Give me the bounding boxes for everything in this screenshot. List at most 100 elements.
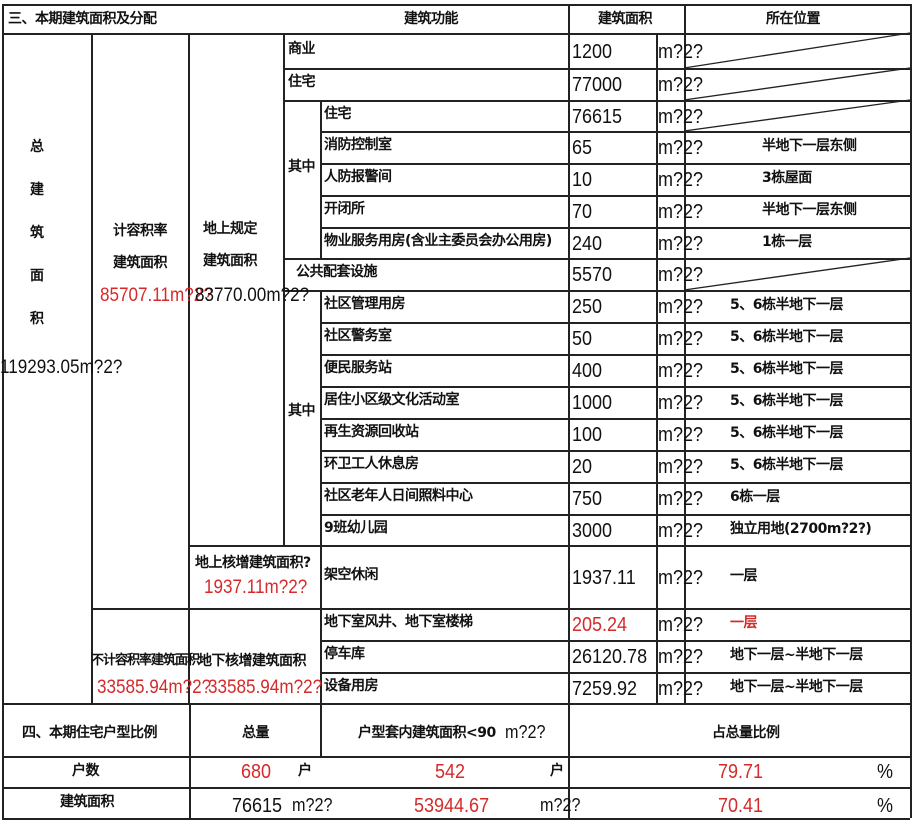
area-value: 5570: [572, 264, 613, 286]
grid-line: [320, 640, 910, 642]
grid-line: [2, 4, 910, 6]
total-label-char: 积: [30, 311, 44, 327]
col-ratio-header: 占总量比例: [712, 725, 780, 741]
area-value: 76615: [572, 105, 623, 128]
small-unit: 户: [550, 763, 564, 779]
area-unit: m?2?: [658, 232, 704, 255]
non-far-value: 33585.94m?2?: [97, 677, 212, 698]
grid-line: [188, 33, 190, 703]
grid-line: [2, 33, 910, 35]
function-label: 社区老年人日间照料中心: [324, 488, 473, 504]
area-unit: m?2?: [658, 677, 704, 700]
function-label: 架空休闲: [324, 566, 379, 583]
total-label-char: 建: [30, 182, 44, 198]
area-unit: m?2?: [658, 74, 704, 96]
col-small-unit: m?2?: [505, 722, 546, 742]
section3-title: 三、本期建筑面积及分配: [8, 11, 157, 27]
function-label: 居住小区级文化活动室: [324, 392, 460, 408]
function-label: 再生资源回收站: [324, 424, 419, 440]
area-unit: m?2?: [658, 614, 704, 636]
grid-line: [320, 450, 910, 452]
total-unit: m?2?: [292, 795, 333, 815]
function-label: 停车库: [324, 646, 365, 662]
area-unit: m?2?: [658, 137, 704, 159]
area-unit: m?2?: [658, 169, 704, 191]
ratio-unit: %: [877, 761, 894, 783]
area-value: 77000: [572, 74, 623, 96]
area-value: 400: [572, 360, 603, 382]
area-unit: m?2?: [658, 264, 704, 286]
area-value: 250: [572, 296, 603, 318]
below-increase-label: 地下核增建筑面积: [198, 653, 307, 669]
area-value: 1937.11: [572, 566, 636, 589]
area-unit: m?2?: [658, 566, 704, 589]
grid-line: [283, 68, 910, 70]
area-value: 7259.92: [572, 677, 638, 700]
grid-line: [91, 33, 93, 703]
area-value: 3000: [572, 519, 613, 542]
location-label: 一层: [730, 615, 758, 631]
small-unit: m?2?: [540, 795, 581, 815]
grid-line: [320, 418, 910, 420]
grid-line: [320, 672, 910, 674]
grid-line: [320, 482, 910, 484]
grid-line: [320, 163, 910, 165]
area-unit: m?2?: [658, 424, 704, 446]
diagonal-strike: [683, 99, 911, 132]
area-unit: m?2?: [658, 646, 704, 668]
grid-line: [656, 33, 658, 703]
section4-title: 四、本期住宅户型比例: [22, 725, 158, 741]
grid-line: [568, 4, 570, 818]
diagonal-strike: [683, 67, 911, 101]
grid-line: [320, 227, 910, 229]
function-label: 住宅: [288, 74, 316, 90]
grid-line: [91, 608, 910, 610]
row-label: 建筑面积: [60, 794, 115, 810]
location-label: 半地下一层东侧: [762, 138, 857, 154]
location-label: 地下一层~半地下一层: [730, 678, 863, 695]
diagonal-strike: [683, 257, 911, 291]
area-unit: m?2?: [658, 105, 704, 128]
grid-line: [2, 703, 910, 705]
total-label-char: 筑: [30, 225, 44, 241]
function-label: 商业: [288, 40, 316, 57]
row-label: 户数: [72, 763, 100, 779]
function-label: 环卫工人休息房: [324, 456, 419, 472]
location-label: 1栋一层: [762, 233, 812, 250]
location-label: 3栋屋面: [762, 170, 812, 186]
ratio-unit: %: [877, 795, 894, 817]
above-ground-value: 83770.00m?2?: [195, 285, 310, 306]
far-area-label: 建筑面积: [113, 255, 168, 271]
area-value: 20: [572, 456, 593, 478]
location-label: 5、6栋半地下一层: [730, 329, 843, 345]
total-label-char: 总: [30, 139, 44, 155]
area-value: 1200: [572, 40, 613, 63]
function-label: 地下室风井、地下室楼梯: [324, 614, 473, 630]
location-label: 地下一层~半地下一层: [730, 647, 863, 663]
area-unit: m?2?: [658, 40, 704, 63]
grid-line: [320, 290, 322, 756]
ratio-value: 79.71: [718, 761, 764, 783]
far-area-value: 85707.11m?2?: [100, 285, 213, 306]
grid-line: [910, 4, 912, 818]
location-label: 半地下一层东侧: [762, 202, 857, 218]
grid-line: [320, 354, 910, 356]
area-value: 50: [572, 328, 593, 350]
grid-line: [320, 386, 910, 388]
total-value: 76615: [232, 795, 283, 817]
function-label: 9班幼儿园: [324, 519, 388, 536]
area-value: 240: [572, 232, 603, 255]
above-ground-label: 建筑面积: [203, 253, 258, 269]
location-label: 5、6栋半地下一层: [730, 457, 843, 473]
diagonal-strike: [683, 32, 911, 69]
qizhong-label: 其中: [288, 159, 316, 175]
grid-line: [320, 322, 910, 324]
grid-line: [283, 100, 910, 102]
col-total-header: 总量: [242, 725, 270, 741]
location-label: 5、6栋半地下一层: [730, 425, 843, 441]
col-area-header: 建筑面积: [598, 11, 653, 27]
grid-line: [320, 131, 910, 133]
grid-line: [320, 100, 322, 258]
area-value: 70: [572, 201, 593, 223]
